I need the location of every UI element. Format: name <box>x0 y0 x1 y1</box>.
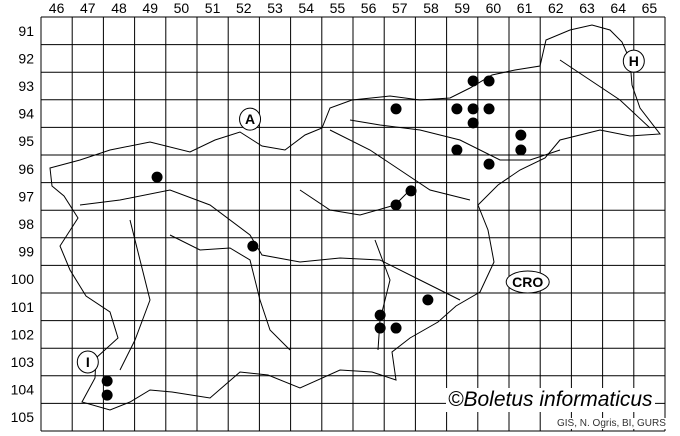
column-label: 47 <box>80 0 96 16</box>
column-label: 64 <box>610 0 626 16</box>
country-label-ellipse <box>505 270 550 294</box>
copyright-text: ©Boletus informaticus <box>446 388 655 412</box>
country-label: I <box>86 354 90 370</box>
column-label: 61 <box>517 0 533 16</box>
column-label: 57 <box>392 0 408 16</box>
column-label: 58 <box>423 0 439 16</box>
country-label-ellipse <box>239 107 262 131</box>
record-dot <box>483 75 495 87</box>
column-label: 65 <box>642 0 658 16</box>
row-label: 104 <box>11 382 35 398</box>
row-label: 102 <box>11 326 35 342</box>
column-label: 60 <box>486 0 502 16</box>
column-label: 55 <box>330 0 346 16</box>
record-dot <box>101 389 113 401</box>
column-labels: 46 47 48 49 50 51 52 53 54 55 56 57 58 59 60 61 62 63 64 65 <box>49 0 658 16</box>
column-label: 62 <box>548 0 564 16</box>
column-label: 48 <box>111 0 127 16</box>
column-label: 56 <box>361 0 377 16</box>
country-labels: A CRO H I <box>76 49 645 374</box>
record-dot <box>515 144 527 156</box>
column-label: 51 <box>205 0 221 16</box>
country-border <box>49 24 661 411</box>
row-label: 91 <box>18 23 34 39</box>
record-dot <box>422 294 434 306</box>
column-label: 46 <box>49 0 65 16</box>
credit-text: GIS, N. Ogris, BI, GURS <box>555 418 668 429</box>
column-label: 50 <box>174 0 190 16</box>
record-dot <box>374 322 386 334</box>
record-dot <box>451 103 463 115</box>
row-label: 93 <box>18 78 34 94</box>
row-label: 92 <box>18 50 34 66</box>
row-label: 98 <box>18 216 34 232</box>
grid <box>40 16 666 432</box>
country-label: CRO <box>512 274 543 290</box>
record-dot <box>467 103 479 115</box>
column-label: 63 <box>579 0 595 16</box>
record-dot <box>483 103 495 115</box>
row-label: 94 <box>18 106 34 122</box>
record-dot <box>405 185 417 197</box>
record-dot <box>390 322 402 334</box>
record-dot <box>247 240 259 252</box>
column-label: 54 <box>298 0 314 16</box>
row-label: 101 <box>11 299 35 315</box>
column-label: 52 <box>236 0 252 16</box>
column-label: 49 <box>142 0 158 16</box>
record-dot <box>151 171 163 183</box>
record-dot <box>467 117 479 129</box>
row-label: 105 <box>11 409 35 425</box>
record-dot <box>467 75 479 87</box>
row-label: 99 <box>18 244 34 260</box>
record-dot <box>374 309 386 321</box>
row-labels: 91 92 93 94 95 96 97 98 99 100 101 102 103 104 105 <box>11 23 35 425</box>
record-dot <box>390 103 402 115</box>
country-label-ellipse <box>76 350 99 374</box>
record-dot <box>515 129 527 141</box>
row-label: 100 <box>11 271 35 287</box>
country-label: A <box>245 111 255 127</box>
column-label: 59 <box>454 0 470 16</box>
country-label: H <box>629 53 639 69</box>
row-label: 97 <box>18 188 34 204</box>
record-dot <box>483 158 495 170</box>
row-label: 103 <box>11 354 35 370</box>
record-dot <box>101 375 113 387</box>
record-dot <box>451 144 463 156</box>
column-label: 53 <box>267 0 283 16</box>
record-dot <box>390 199 402 211</box>
row-label: 95 <box>18 133 34 149</box>
row-label: 96 <box>18 161 34 177</box>
records <box>101 75 527 401</box>
country-label-ellipse <box>622 49 645 73</box>
